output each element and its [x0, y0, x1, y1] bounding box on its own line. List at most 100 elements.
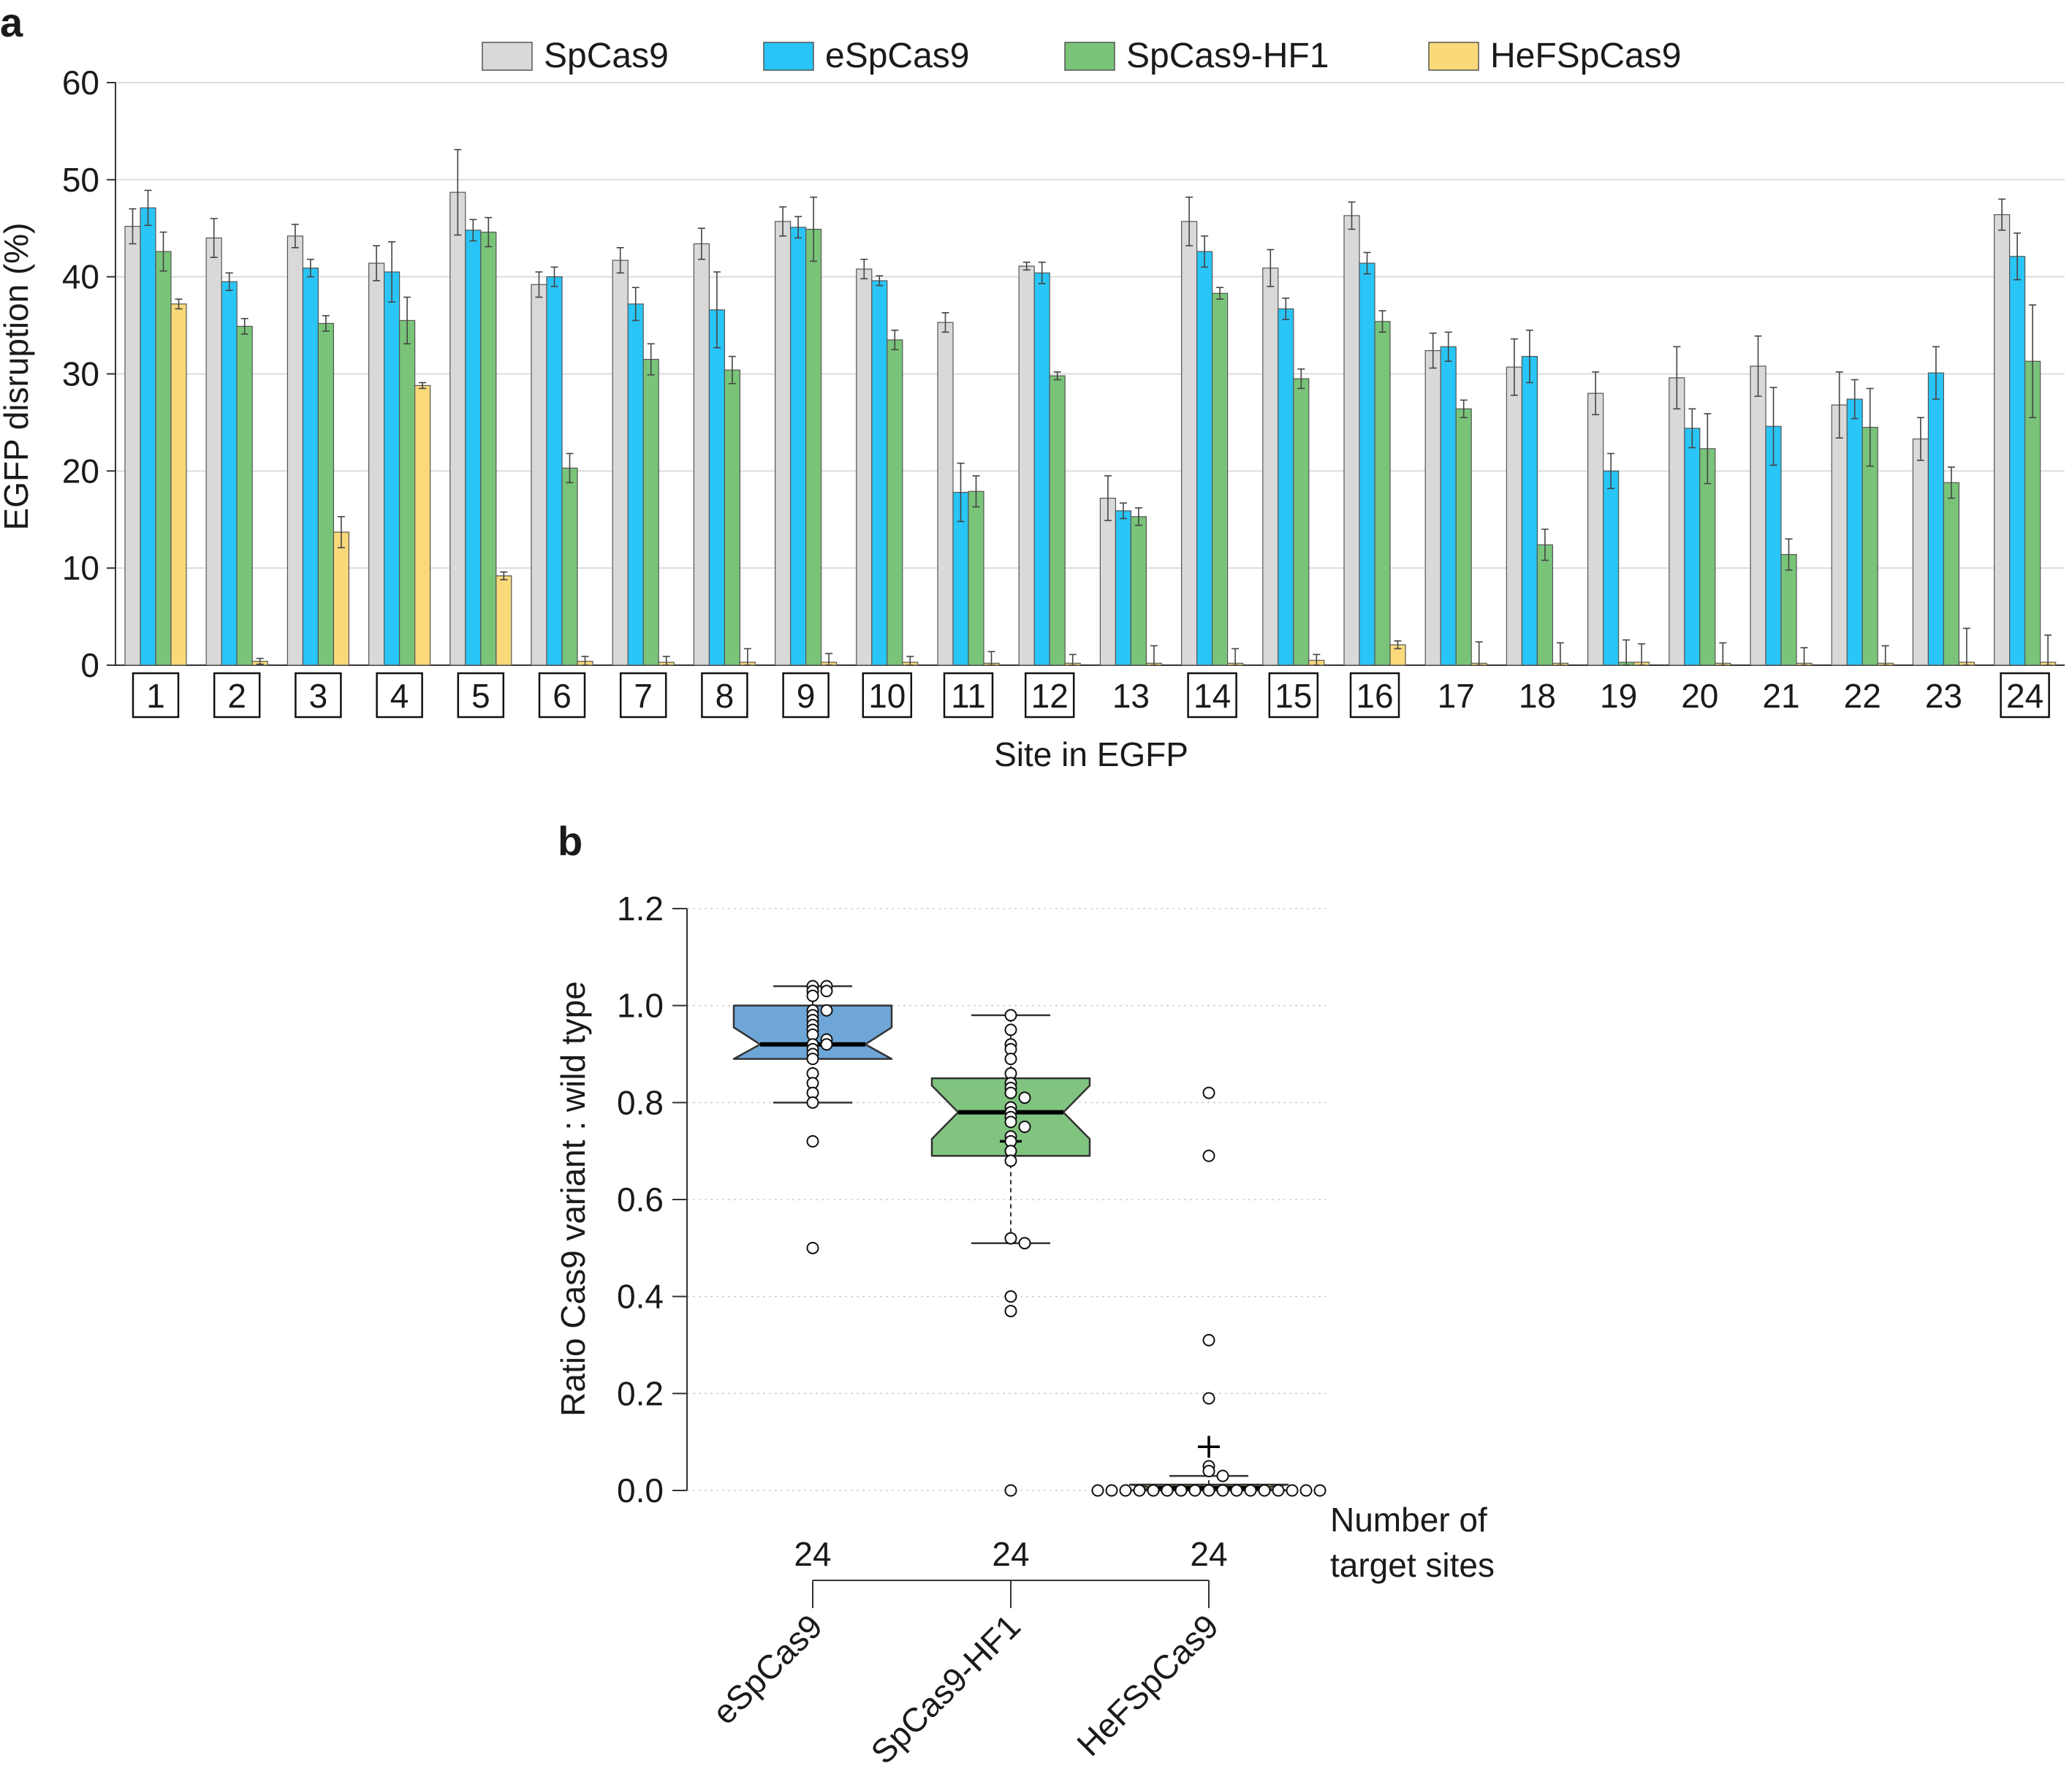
bar [1684, 428, 1701, 666]
bar [789, 227, 807, 666]
data-point [806, 1241, 819, 1254]
bar [1293, 378, 1310, 666]
bar [1018, 265, 1035, 666]
bar [937, 322, 954, 666]
bar [1424, 350, 1441, 666]
bar [805, 228, 822, 666]
data-point [1091, 1484, 1104, 1497]
bar [1994, 214, 2011, 666]
group-label: eSpCas9 [705, 1607, 830, 1732]
x-tick-label: 3 [309, 677, 328, 715]
x-tick-label: 2 [227, 677, 246, 715]
data-point [1105, 1484, 1118, 1497]
data-point [1202, 1086, 1215, 1099]
site-box [132, 672, 180, 719]
bar [1211, 292, 1229, 666]
panel-b-label: b [558, 818, 582, 864]
bar [1180, 221, 1198, 666]
bar [561, 467, 578, 666]
data-point [1018, 1091, 1031, 1105]
site-box [862, 672, 913, 719]
x-tick-label: 15 [1275, 677, 1312, 715]
bar [1750, 365, 1766, 666]
legend-swatch [763, 42, 814, 71]
boxplot-hefspcas9 [1091, 1086, 1327, 1497]
x-tick-label: 7 [634, 677, 653, 715]
y-tick-label: 0.0 [617, 1471, 664, 1509]
data-point [1216, 1469, 1229, 1482]
site-box [782, 672, 830, 719]
bar [1831, 404, 1848, 666]
bar [449, 192, 466, 666]
panel-a-gridlines [115, 82, 2065, 569]
bar [170, 303, 187, 666]
x-tick-label: 13 [1112, 677, 1150, 715]
site-box [376, 672, 423, 719]
bar [1506, 366, 1522, 666]
panel-b-gridlines [687, 908, 1330, 1491]
bar [1130, 516, 1147, 666]
bar [496, 575, 512, 666]
x-tick-label: 14 [1194, 677, 1231, 715]
bar [1440, 346, 1457, 666]
bar [302, 268, 319, 666]
x-tick-label: 18 [1519, 677, 1556, 715]
data-point [1004, 1086, 1017, 1099]
bar [1536, 544, 1553, 666]
bar [221, 281, 238, 666]
bar [856, 268, 873, 666]
y-tick-label: 0.8 [617, 1083, 664, 1121]
data-point [1004, 1009, 1017, 1022]
x-tick-label: 22 [1844, 677, 1881, 715]
bar [1846, 398, 1863, 666]
bar [1603, 470, 1620, 666]
x-tick-label: 23 [1925, 677, 1962, 715]
site-box [295, 672, 342, 719]
x-tick-label: 24 [2006, 677, 2043, 715]
y-tick-label: 60 [62, 64, 99, 102]
x-tick-label: 1 [146, 677, 165, 715]
data-point [1174, 1484, 1188, 1497]
bar [1196, 251, 1213, 666]
legend-swatch [1428, 42, 1479, 71]
data-point [1299, 1484, 1313, 1497]
data-point [806, 1096, 819, 1109]
data-point [806, 1053, 819, 1066]
y-tick-label: 0.6 [617, 1181, 664, 1219]
data-point [806, 989, 819, 1002]
x-tick-label: 21 [1762, 677, 1799, 715]
bar [1780, 553, 1797, 666]
y-tick-label: 0 [80, 646, 99, 684]
data-point [1004, 1115, 1017, 1129]
site-box [701, 672, 748, 719]
data-point [1188, 1484, 1202, 1497]
data-point [820, 1038, 833, 1051]
bar [1669, 377, 1685, 666]
x-tick-label: 10 [868, 677, 906, 715]
x-tick-label: 6 [553, 677, 572, 715]
site-count-label: 24 [992, 1535, 1029, 1573]
data-point [1004, 1305, 1017, 1318]
bar [1927, 372, 1944, 666]
data-point [1161, 1484, 1174, 1497]
panel-a-x-axis-title: Site in EGFP [994, 735, 1188, 773]
data-point [1004, 1290, 1017, 1303]
data-point [1313, 1484, 1327, 1497]
site-box [457, 672, 505, 719]
data-point [820, 1004, 833, 1017]
x-tick-label: 17 [1438, 677, 1475, 715]
y-tick-label: 1.0 [617, 987, 664, 1025]
data-point [1202, 1333, 1215, 1346]
data-point [1004, 1232, 1017, 1245]
legend-label: HeFSpCas9 [1490, 37, 1681, 75]
data-point [1147, 1484, 1160, 1497]
bar [286, 235, 303, 666]
site-box [1024, 672, 1075, 719]
y-tick-label: 40 [62, 258, 99, 296]
y-tick-label: 0.4 [617, 1278, 664, 1316]
bar [708, 309, 726, 666]
bar [871, 280, 888, 666]
panel-a-label: a [0, 0, 23, 45]
site-box [1349, 672, 1400, 719]
